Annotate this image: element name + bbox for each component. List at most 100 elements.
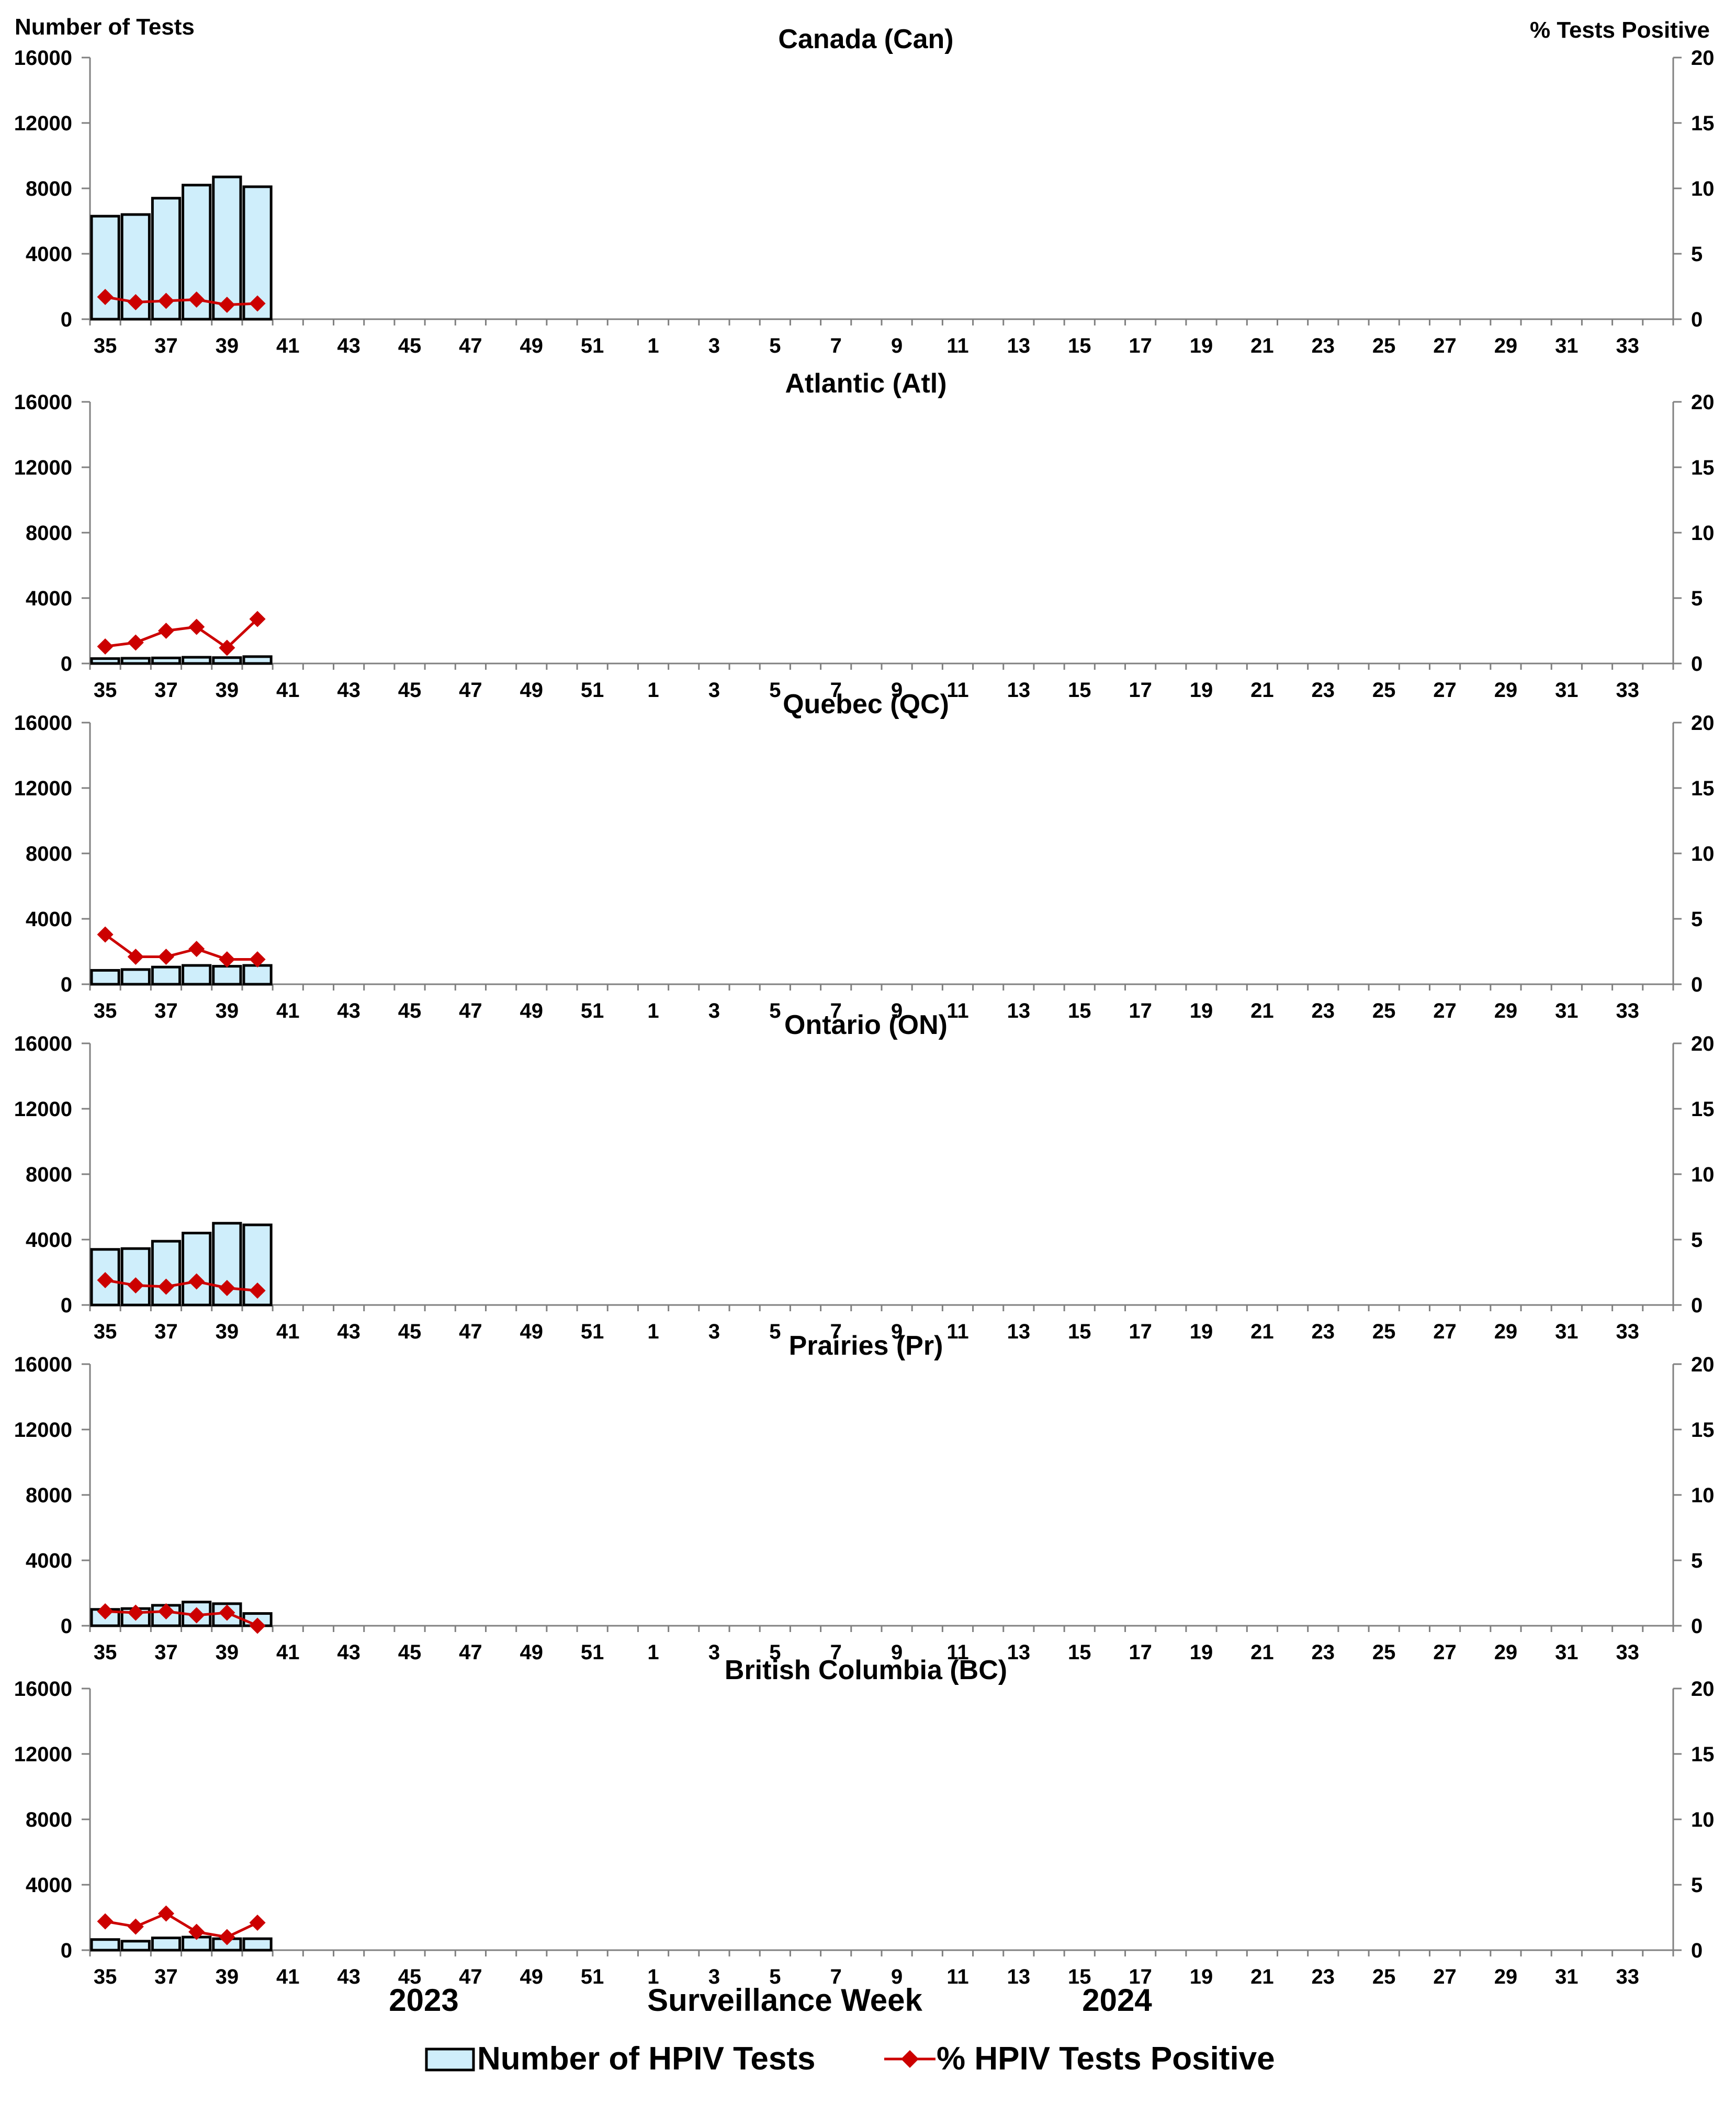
x-tick-label: 49 (520, 1641, 544, 1664)
percent-point (219, 639, 235, 656)
left-tick-label: 12000 (14, 1419, 72, 1442)
x-tick-label: 41 (276, 679, 300, 702)
x-tick-label: 33 (1616, 1641, 1639, 1664)
right-tick-label: 10 (1691, 1484, 1715, 1507)
x-tick-label: 49 (520, 334, 544, 357)
right-tick-label: 5 (1691, 908, 1703, 931)
right-tick-label: 15 (1691, 112, 1715, 135)
x-tick-label: 51 (581, 1641, 604, 1664)
x-tick-label: 21 (1250, 1641, 1274, 1664)
bar (182, 1232, 212, 1307)
left-tick-label: 0 (61, 1615, 72, 1638)
percent-point (188, 1273, 205, 1290)
percent-point (188, 1923, 205, 1940)
x-tick-label: 51 (581, 999, 604, 1022)
left-tick-label: 0 (61, 1294, 72, 1317)
right-tick-label: 0 (1691, 1615, 1703, 1638)
x-tick-label: 41 (276, 999, 300, 1022)
percent-point (249, 1914, 266, 1931)
left-tick-label: 16000 (14, 712, 72, 735)
right-tick-label: 5 (1691, 1549, 1703, 1572)
x-tick-label: 27 (1433, 1320, 1457, 1343)
x-tick-label: 15 (1068, 334, 1091, 357)
right-tick-label: 5 (1691, 243, 1703, 266)
percent-point (188, 291, 205, 308)
x-tick-label: 7 (830, 1965, 842, 1988)
x-tick-label: 35 (94, 1965, 117, 1988)
x-tick-label: 27 (1433, 1641, 1457, 1664)
x-tick-label: 35 (94, 1320, 117, 1343)
x-tick-label: 5 (769, 1320, 781, 1343)
x-tick-label: 41 (276, 334, 300, 357)
x-tick-label: 11 (946, 679, 968, 702)
x-tick-label: 35 (94, 1641, 117, 1664)
bar (212, 175, 242, 321)
bar (212, 965, 242, 986)
x-tick-label: 7 (830, 1641, 842, 1664)
x-tick-label: 23 (1312, 679, 1335, 702)
percent-point (157, 622, 175, 639)
x-tick-label: 27 (1433, 334, 1457, 357)
x-tick-label: 7 (830, 334, 842, 357)
x-tick-label: 25 (1372, 334, 1396, 357)
percent-point (249, 295, 266, 312)
x-tick-label: 39 (216, 1965, 239, 1988)
x-tick-label: 17 (1129, 334, 1152, 357)
percent-point (157, 1603, 175, 1620)
left-tick-label: 16000 (14, 1032, 72, 1055)
x-tick-label: 43 (337, 1641, 360, 1664)
left-tick-label: 12000 (14, 1743, 72, 1766)
percent-point (97, 1603, 114, 1620)
panel-3: Ontario (ON)0400080001200016000051015203… (14, 1010, 1715, 1343)
x-tick-label: 23 (1312, 999, 1335, 1022)
percent-point (249, 611, 266, 627)
bar (242, 1937, 273, 1952)
x-tick-label: 31 (1555, 999, 1579, 1022)
x-tick-label: 45 (398, 1641, 422, 1664)
x-tick-label: 39 (216, 1641, 239, 1664)
x-tick-label: 43 (337, 334, 360, 357)
x-tick-label: 13 (1007, 1641, 1031, 1664)
x-tick-label: 37 (154, 1320, 178, 1343)
percent-point (97, 1913, 114, 1930)
x-tick-label: 7 (830, 679, 842, 702)
x-tick-label: 51 (581, 334, 604, 357)
x-tick-label: 15 (1068, 1320, 1091, 1343)
x-tick-label: 27 (1433, 999, 1457, 1022)
x-tick-label: 49 (520, 1320, 544, 1343)
percent-point (188, 618, 205, 635)
panel-title: British Columbia (BC) (725, 1655, 1007, 1685)
right-tick-label: 0 (1691, 1294, 1703, 1317)
x-tick-label: 7 (830, 1320, 842, 1343)
x-tick-label: 47 (459, 334, 482, 357)
right-tick-label: 5 (1691, 1229, 1703, 1252)
percent-line (104, 933, 258, 961)
right-tick-label: 20 (1691, 1353, 1715, 1376)
x-tick-label: 3 (708, 679, 720, 702)
percent-point (188, 940, 205, 958)
x-tick-label: 15 (1068, 679, 1091, 702)
left-tick-label: 0 (61, 308, 72, 331)
bar (151, 656, 182, 665)
percent-point (127, 634, 144, 651)
percent-point (157, 1278, 175, 1295)
x-tick-label: 13 (1007, 1320, 1031, 1343)
x-tick-label: 31 (1555, 1641, 1579, 1664)
left-tick-label: 8000 (26, 1808, 72, 1831)
x-tick-label: 31 (1555, 679, 1579, 702)
x-tick-label: 29 (1494, 999, 1518, 1022)
x-tick-label: 1 (647, 679, 659, 702)
x-tick-label: 49 (520, 999, 544, 1022)
panel-title: Ontario (ON) (784, 1010, 948, 1040)
x-tick-label: 33 (1616, 999, 1639, 1022)
x-tick-label: 37 (154, 1965, 178, 1988)
x-tick-label: 39 (216, 1320, 239, 1343)
right-tick-label: 5 (1691, 1874, 1703, 1897)
x-tick-label: 29 (1494, 334, 1518, 357)
x-tick-label: 29 (1494, 1965, 1518, 1988)
x-tick-label: 3 (708, 1641, 720, 1664)
percent-point (249, 1617, 266, 1634)
panel-2: Quebec (QC)04000800012000160000510152035… (14, 689, 1715, 1022)
right-tick-label: 10 (1691, 522, 1715, 545)
x-tick-label: 51 (581, 1320, 604, 1343)
